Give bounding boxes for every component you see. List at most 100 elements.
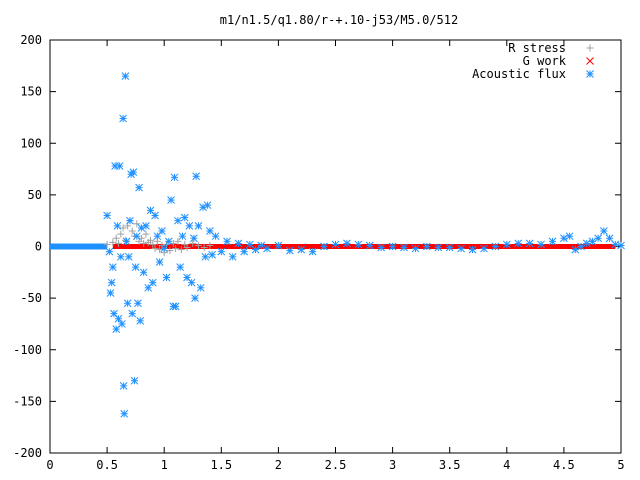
acoustic-flux-point [201, 252, 210, 261]
acoustic-flux-point [134, 299, 142, 308]
acoustic-flux-point [491, 242, 500, 251]
r-stress-point [172, 245, 180, 253]
acoustic-flux-point [190, 234, 198, 243]
r-stress-point [133, 220, 141, 228]
y-tick-label: 50 [28, 188, 42, 202]
acoustic-flux-point [514, 239, 523, 248]
acoustic-flux-point [331, 240, 340, 249]
acoustic-flux-point [120, 409, 129, 418]
acoustic-flux-point [411, 244, 420, 253]
r-stress-point [115, 239, 123, 247]
acoustic-flux-point [617, 241, 625, 250]
y-tick-label: 200 [20, 33, 42, 47]
acoustic-flux-point [112, 325, 121, 333]
y-tick-label: -50 [20, 291, 42, 305]
acoustic-flux-point [240, 247, 248, 256]
acoustic-flux-point [148, 278, 157, 287]
y-tick-label: -200 [13, 446, 42, 460]
acoustic-flux-point [158, 227, 166, 235]
acoustic-flux-point [118, 320, 126, 328]
acoustic-flux-point [155, 258, 164, 266]
r-stress-point [149, 240, 157, 248]
acoustic-flux-point [142, 221, 150, 230]
acoustic-flux-point [180, 213, 189, 222]
acoustic-flux-point [192, 172, 201, 181]
r-stress-point [166, 247, 174, 255]
acoustic-flux-point [211, 232, 220, 241]
acoustic-flux-point [468, 245, 477, 254]
r-stress-point [112, 234, 120, 242]
r-stress-point [206, 241, 214, 249]
acoustic-flux-point [126, 216, 134, 225]
acoustic-flux-point [251, 245, 260, 254]
r-stress-point [146, 236, 154, 244]
acoustic-flux-point [600, 227, 608, 235]
acoustic-flux-point [119, 382, 128, 390]
acoustic-flux-point [343, 239, 351, 248]
acoustic-flux-point [365, 241, 374, 250]
acoustic-flux-point [525, 239, 534, 248]
x-tick-label: 2 [275, 458, 282, 472]
legend-entry-marker [586, 57, 594, 65]
chart-title: m1/n1.5/q1.80/r-+.10-j53/M5.0/512 [220, 13, 458, 27]
acoustic-flux-point [103, 211, 111, 220]
r-stress-point [109, 238, 117, 246]
acoustic-flux-point [203, 201, 212, 210]
acoustic-flux-point [160, 244, 169, 253]
acoustic-flux-point [105, 247, 114, 256]
acoustic-flux-point [423, 242, 431, 251]
acoustic-flux-point [171, 302, 180, 311]
r-stress-point [156, 246, 164, 254]
axis-ticks [49, 39, 622, 454]
acoustic-flux-point [107, 278, 116, 287]
acoustic-flux-point [320, 242, 328, 251]
r-stress-point [194, 241, 202, 249]
r-stress-point [128, 227, 136, 235]
acoustic-flux-point [571, 245, 580, 254]
acoustic-flux-point [274, 241, 283, 250]
acoustic-flux-point [106, 289, 115, 297]
acoustic-flux-point [502, 240, 511, 249]
acoustic-flux-point [594, 234, 603, 243]
acoustic-flux-point [139, 268, 148, 277]
acoustic-flux-point [196, 283, 205, 292]
x-tick-label: 0.5 [96, 458, 118, 472]
acoustic-flux-point [174, 216, 182, 225]
r-stress-point [142, 230, 150, 238]
acoustic-flux-point [605, 234, 614, 243]
r-stress-point [183, 244, 191, 252]
acoustic-flux-point [187, 278, 196, 287]
legend-entry-marker [586, 70, 594, 78]
acoustic-flux-point [146, 206, 155, 215]
axis-tick-labels: 0 0.5 1 1.5 2 2.5 3 3.5 4 4.5 5 200 150 100 50 0 -50 -100… [13, 33, 625, 472]
r-stress-point [174, 237, 182, 245]
r-stress-point [177, 246, 185, 254]
acoustic-flux-point [151, 211, 159, 220]
x-tick-label: 3.5 [439, 458, 461, 472]
acoustic-flux-point [130, 376, 139, 385]
acoustic-flux-point [434, 243, 443, 252]
acoustic-flux-point [354, 240, 363, 249]
x-tick-label: 5 [617, 458, 624, 472]
x-tick-label: 4 [503, 458, 510, 472]
acoustic-flux-point [191, 294, 199, 302]
acoustic-flux-band [50, 243, 108, 250]
acoustic-flux-point [377, 243, 386, 252]
acoustic-flux-point [131, 263, 140, 272]
data-points [50, 72, 625, 418]
r-stress-point [119, 224, 127, 232]
acoustic-flux-point [113, 221, 122, 230]
x-tick-label: 1 [161, 458, 168, 472]
acoustic-flux-point [108, 263, 117, 272]
g-work-band [112, 244, 616, 249]
acoustic-flux-point [263, 244, 271, 253]
acoustic-flux-point [565, 232, 574, 241]
acoustic-flux-point [194, 221, 203, 230]
acoustic-flux-point [234, 239, 243, 248]
acoustic-flux-point [167, 196, 175, 204]
acoustic-flux-point [217, 247, 226, 256]
y-tick-label: 0 [35, 240, 42, 254]
r-stress-point [151, 245, 159, 253]
